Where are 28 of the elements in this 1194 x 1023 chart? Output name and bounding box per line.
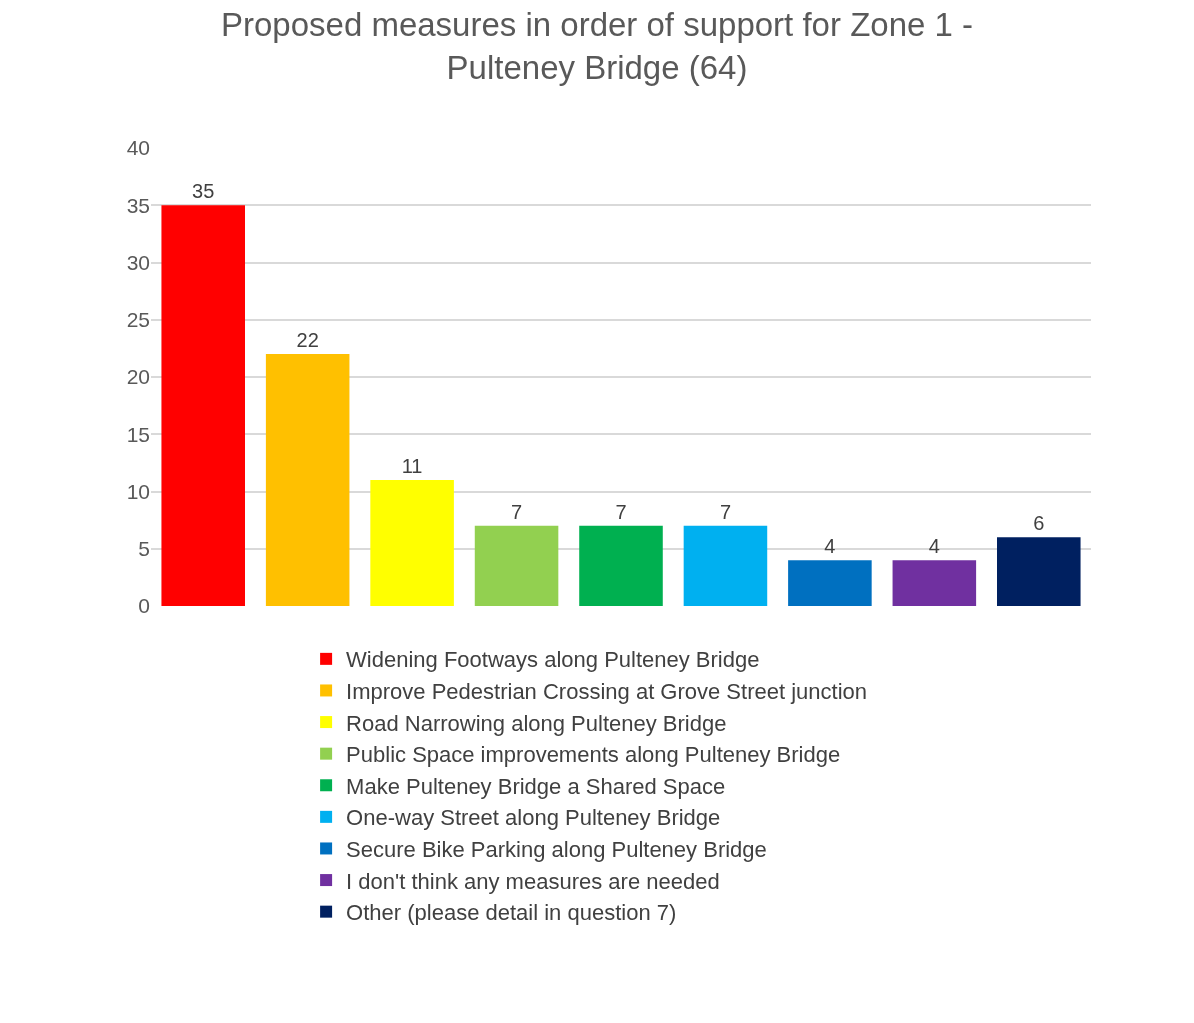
data-label: 6 bbox=[1033, 512, 1045, 535]
legend-label: Road Narrowing along Pulteney Bridge bbox=[346, 710, 727, 736]
legend-label: Make Pulteney Bridge a Shared Space bbox=[346, 773, 726, 799]
legend-label: Widening Footways along Pulteney Bridge bbox=[346, 647, 760, 673]
legend-label: Secure Bike Parking along Pulteney Bridge bbox=[346, 837, 767, 863]
data-label: 7 bbox=[719, 500, 732, 523]
legend-label: I don't think any measures are needed bbox=[346, 868, 720, 894]
y-tick-label: 10 bbox=[126, 479, 150, 503]
legend-label: Public Space improvements along Pulteney Bridge bbox=[346, 742, 841, 768]
data-label: 35 bbox=[192, 180, 215, 203]
y-tick-label: 15 bbox=[126, 422, 150, 446]
y-tick-label: 5 bbox=[138, 537, 150, 561]
y-tick-label: 30 bbox=[126, 250, 150, 274]
legend-label: One-way Street along Pulteney Bridge bbox=[346, 805, 721, 831]
legend-label: Other (please detail in question 7) bbox=[346, 900, 677, 926]
data-label: 7 bbox=[615, 500, 627, 523]
data-label: 11 bbox=[401, 455, 423, 478]
data-label: 4 bbox=[928, 535, 940, 558]
y-tick-label: 20 bbox=[126, 365, 150, 389]
y-tick-label: 40 bbox=[126, 136, 150, 160]
data-label: 7 bbox=[510, 500, 523, 523]
data-label: 22 bbox=[296, 329, 319, 352]
y-tick-label: 25 bbox=[126, 308, 150, 332]
chart-title: Proposed measures in order of support for Zone 1 - Pulteney Bridge (64) bbox=[220, 5, 974, 86]
y-tick-label: 35 bbox=[126, 193, 150, 217]
y-tick-label: 0 bbox=[138, 594, 150, 618]
legend-label: Improve Pedestrian Crossing at Grove Street junction bbox=[346, 679, 868, 705]
data-label: 4 bbox=[824, 535, 836, 558]
